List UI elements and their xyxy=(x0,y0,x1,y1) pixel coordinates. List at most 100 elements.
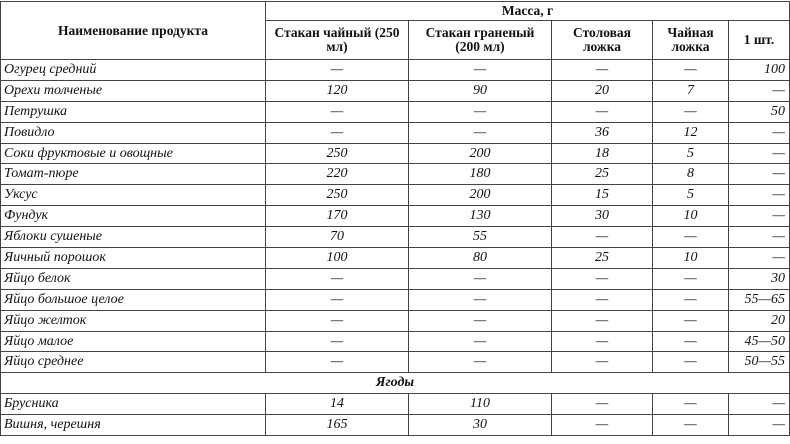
mass-value: 110 xyxy=(408,393,552,416)
mass-value: 55—65 xyxy=(728,288,790,311)
mass-value: 30 xyxy=(551,205,653,228)
table-row: Яйцо белок — — — —30 xyxy=(0,267,790,290)
mass-value: — xyxy=(408,330,552,353)
mass-value: — xyxy=(728,142,790,165)
mass-value: 45—50 xyxy=(728,330,790,353)
table-row: Яйцо малое — — — —45—50 xyxy=(0,330,790,353)
mass-value: 170 xyxy=(265,205,409,228)
product-name: Петрушка xyxy=(0,100,266,123)
product-name: Томат-пюре xyxy=(0,163,266,186)
mass-value: 12 xyxy=(652,121,729,144)
product-name: Яйцо желток xyxy=(0,309,266,332)
product-name: Яйцо малое xyxy=(0,330,266,353)
mass-value: 200 xyxy=(408,184,552,207)
mass-value: — xyxy=(551,351,653,374)
mass-value: — xyxy=(408,121,552,144)
mass-value: — xyxy=(551,267,653,290)
mass-value: — xyxy=(551,59,653,81)
table-row: Вишня, черешня 165 30— — — xyxy=(0,414,790,437)
mass-value: 165 xyxy=(265,414,409,437)
section-title: Ягоды xyxy=(0,372,790,395)
mass-value: — xyxy=(265,309,409,332)
mass-value: — xyxy=(652,393,729,416)
mass-value: — xyxy=(728,247,790,269)
mass-value: 70 xyxy=(265,226,409,249)
table-row: Соки фруктовые и овощные 250 200 18 5— xyxy=(0,142,790,165)
mass-value: — xyxy=(551,226,653,249)
product-name: Огурец средний xyxy=(0,59,266,81)
mass-value: — xyxy=(728,414,790,437)
mass-value: — xyxy=(728,163,790,186)
mass-value: — xyxy=(265,351,409,374)
mass-value: — xyxy=(265,59,409,81)
mass-value: 25 xyxy=(551,163,653,186)
mass-value: 15 xyxy=(551,184,653,207)
column-header: 1 шт. xyxy=(728,20,790,60)
mass-value: — xyxy=(408,351,552,374)
mass-value: — xyxy=(652,59,729,81)
mass-value: 10 xyxy=(652,247,729,269)
mass-value: 5 xyxy=(652,184,729,207)
table-row: Уксус 250 200 15 5— xyxy=(0,184,790,207)
mass-value: — xyxy=(551,288,653,311)
mass-value: 200 xyxy=(408,142,552,165)
mass-value: 220 xyxy=(265,163,409,186)
product-name: Орехи толченые xyxy=(0,79,266,102)
mass-value: 7 xyxy=(652,79,729,102)
mass-value: 30 xyxy=(408,414,552,437)
mass-value: 100 xyxy=(728,59,790,81)
mass-value: — xyxy=(408,59,552,81)
table-row: Яйцо среднее — — — —50—55 xyxy=(0,351,790,374)
table-row: Брусника 14 110— — — xyxy=(0,393,790,416)
mass-value: — xyxy=(265,288,409,311)
mass-value: 130 xyxy=(408,205,552,228)
product-name: Повидло xyxy=(0,121,266,144)
mass-value: 5 xyxy=(652,142,729,165)
product-name: Яйцо среднее xyxy=(0,351,266,374)
mass-value: 30 xyxy=(728,267,790,290)
product-name: Яйцо большое целое xyxy=(0,288,266,311)
product-name: Уксус xyxy=(0,184,266,207)
mass-value: — xyxy=(408,288,552,311)
table-row: Яблоки сушеные 70 55— — — xyxy=(0,226,790,249)
mass-value: — xyxy=(265,267,409,290)
column-header: Чайная ложка xyxy=(652,20,729,60)
mass-value: 120 xyxy=(265,79,409,102)
table-row: Фундук 170 130 30 10— xyxy=(0,205,790,228)
mass-value: — xyxy=(728,79,790,102)
mass-value: — xyxy=(551,330,653,353)
mass-value: — xyxy=(728,205,790,228)
mass-value: — xyxy=(265,100,409,123)
column-header: Столовая ложка xyxy=(551,20,653,60)
mass-value: 90 xyxy=(408,79,552,102)
table-row: Яйцо большое целое — — — —55—65 xyxy=(0,288,790,311)
mass-group-header: Масса, г xyxy=(265,1,790,21)
mass-value: — xyxy=(652,414,729,437)
mass-value: 36 xyxy=(551,121,653,144)
mass-value: — xyxy=(652,330,729,353)
mass-value: — xyxy=(728,184,790,207)
product-name: Вишня, черешня xyxy=(0,414,266,437)
mass-value: — xyxy=(652,100,729,123)
table-row: Орехи толченые 120 90 20 7— xyxy=(0,79,790,102)
mass-value: — xyxy=(551,414,653,437)
mass-value: 20 xyxy=(728,309,790,332)
product-name: Фундук xyxy=(0,205,266,228)
mass-value: 50—55 xyxy=(728,351,790,374)
column-header: Стакан граненый (200 мл) xyxy=(408,20,552,60)
mass-value: — xyxy=(652,226,729,249)
mass-value: 100 xyxy=(265,247,409,269)
mass-value: — xyxy=(728,226,790,249)
product-name: Яблоки сушеные xyxy=(0,226,266,249)
product-name: Брусника xyxy=(0,393,266,416)
mass-value: 250 xyxy=(265,184,409,207)
mass-value: — xyxy=(551,309,653,332)
table-row: Огурец средний — — — —100 xyxy=(0,59,790,81)
table-row: Яичный порошок 100 80 25 10— xyxy=(0,247,790,269)
mass-value: 50 xyxy=(728,100,790,123)
mass-value: 8 xyxy=(652,163,729,186)
column-header: Стакан чайный (250 мл) xyxy=(265,20,409,60)
mass-value: 80 xyxy=(408,247,552,269)
mass-value: — xyxy=(408,309,552,332)
